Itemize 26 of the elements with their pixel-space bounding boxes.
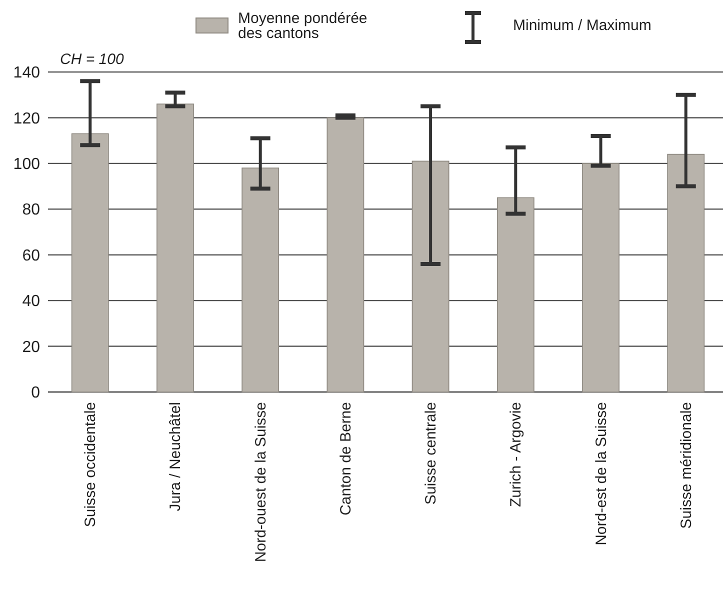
y-tick-label: 100 [13,156,40,174]
text: CH = 100 [60,51,124,68]
y-tick-label: 140 [13,64,40,82]
bar [496,197,534,392]
x-tick-label: Canton de Berne [337,402,354,516]
bar [71,133,109,392]
text: Minimum / Maximum [513,17,652,34]
legend-label: Moyenne pondérée des cantons [238,10,368,42]
x-tick-label: Nord-ouest de la Suisse [252,402,270,562]
bar [156,104,194,392]
y-tick-label: 40 [22,293,40,310]
y-tick-label: 80 [22,202,40,219]
x-tick-label: Zurich - Argovie [508,402,525,508]
y-tick-label: 60 [22,247,40,264]
bar [242,168,280,392]
y-tick-label: 0 [31,384,40,402]
x-tick-label: Jura / Neuchâtel [167,402,184,512]
bar [412,160,450,392]
x-tick-label: Nord-est de la Suisse [592,402,610,546]
bar [667,154,705,392]
x-tick-label: Suisse centrale [422,402,440,505]
x-tick-label: Suisse occidentale [82,402,100,528]
y-tick-label: 120 [13,110,40,128]
bar [582,163,620,392]
x-tick-label: Suisse méridionale [678,402,695,529]
y-tick-label: 20 [22,338,40,356]
